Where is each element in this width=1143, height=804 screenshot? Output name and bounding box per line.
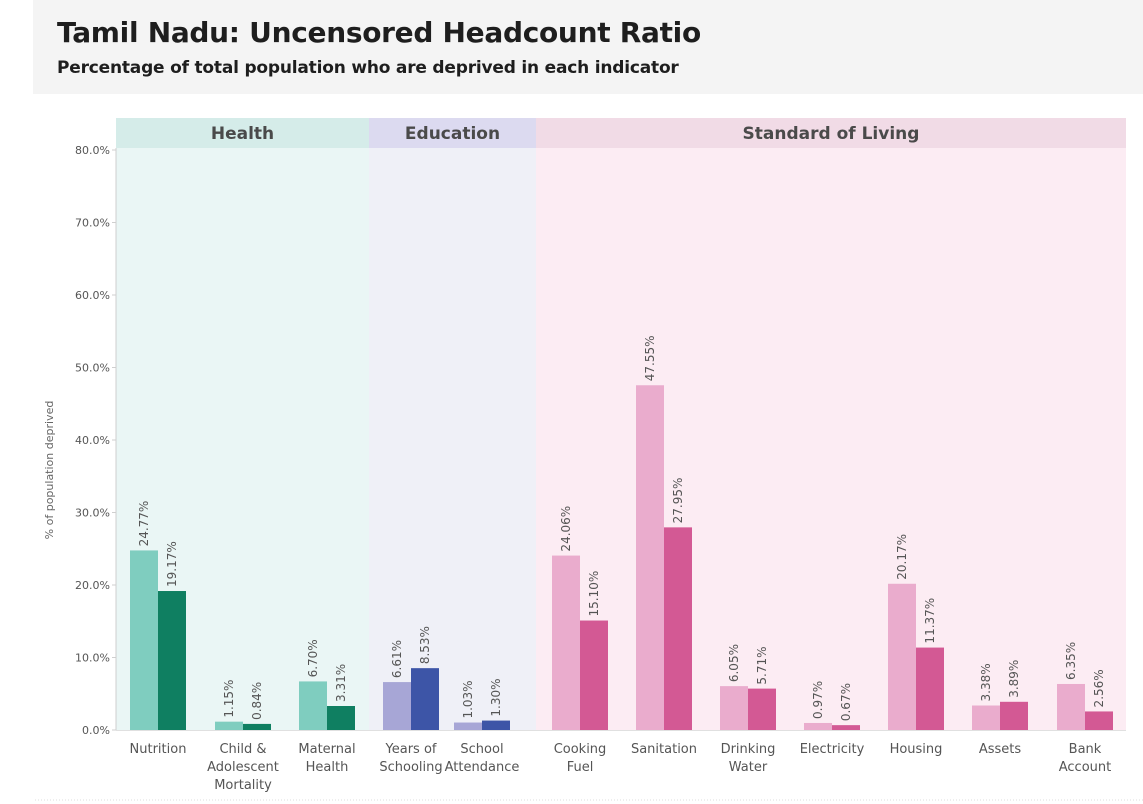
- y-tick-label: 0.0%: [82, 724, 110, 737]
- bar-light: [972, 705, 1000, 730]
- bar-light: [383, 682, 411, 730]
- x-tick-label: Bank: [1069, 742, 1102, 757]
- x-tick-label: Health: [306, 760, 349, 775]
- bar-dark: [243, 723, 271, 730]
- chart-subtitle: Percentage of total population who are d…: [57, 58, 679, 78]
- data-label: 20.17%: [895, 534, 909, 580]
- y-tick-label: 70.0%: [75, 217, 110, 230]
- bar-dark: [1085, 711, 1113, 730]
- bar-dark: [482, 720, 510, 730]
- x-tick-label: Attendance: [445, 760, 520, 775]
- x-tick-label: Water: [729, 760, 768, 775]
- data-label: 3.38%: [979, 663, 993, 701]
- data-label: 24.77%: [137, 501, 151, 547]
- bar-dark: [158, 591, 186, 730]
- bar-dark: [1000, 701, 1028, 730]
- data-label: 6.35%: [1064, 642, 1078, 680]
- chart-title: Tamil Nadu: Uncensored Headcount Ratio: [57, 16, 701, 49]
- title-panel: Tamil Nadu: Uncensored Headcount Ratio P…: [33, 0, 1143, 94]
- x-tick-label: Account: [1059, 760, 1112, 775]
- section-header-2: [536, 118, 1126, 148]
- data-label: 6.70%: [306, 639, 320, 677]
- x-tick-label: Assets: [979, 742, 1022, 757]
- section-label: Health: [211, 124, 274, 144]
- section-backgrounds: Health Education Standard of Living: [116, 118, 1126, 730]
- data-label: 0.84%: [250, 682, 264, 720]
- x-tick-label: Fuel: [567, 760, 594, 775]
- data-label: 27.95%: [671, 478, 685, 524]
- x-tick-label: Mortality: [214, 778, 272, 793]
- x-tick-label: Years of: [385, 742, 437, 757]
- x-tick-label: Housing: [890, 742, 943, 757]
- x-axis-labels: Nutrition Child & Adolescent Mortality Mater…: [130, 742, 1112, 793]
- bar-light: [804, 722, 832, 730]
- data-label: 6.05%: [727, 644, 741, 682]
- y-tick-label: 60.0%: [75, 289, 110, 302]
- x-tick-label: Schooling: [379, 760, 442, 775]
- x-tick-label: Drinking: [721, 742, 776, 757]
- y-axis: 0.0% 10.0% 20.0% 30.0% 40.0% 50.0% 60.0% 70.0% 8…: [43, 144, 1126, 737]
- data-label: 15.10%: [587, 571, 601, 617]
- bar-light: [454, 722, 482, 730]
- data-label: 1.15%: [222, 680, 236, 718]
- bars: [130, 385, 1113, 730]
- bar-dark: [411, 668, 439, 730]
- bar-dark: [327, 706, 355, 730]
- x-tick-label: Maternal: [298, 742, 355, 757]
- bar-light: [299, 681, 327, 730]
- data-label: 24.06%: [559, 506, 573, 552]
- data-label: 19.17%: [165, 541, 179, 587]
- section-label: Education: [405, 124, 500, 144]
- bar-light: [215, 721, 243, 730]
- bar-light: [1057, 683, 1085, 730]
- x-tick-label: School: [460, 742, 503, 757]
- x-tick-label: Sanitation: [631, 742, 697, 757]
- y-tick-label: 10.0%: [75, 652, 110, 665]
- section-bg-1: [369, 148, 536, 730]
- bar-dark: [748, 688, 776, 730]
- x-tick-label: Nutrition: [130, 742, 187, 757]
- bar-dark: [664, 527, 692, 730]
- x-tick-label: Electricity: [800, 742, 865, 757]
- section-header-1: [369, 118, 536, 148]
- y-tick-label: 50.0%: [75, 362, 110, 375]
- bar-light: [552, 555, 580, 730]
- data-label: 1.03%: [461, 680, 475, 718]
- data-label: 2.56%: [1092, 669, 1106, 707]
- data-labels: 24.77% 19.17% 1.15% 0.84% 6.70% 3.31% 6.61% 8.5…: [137, 335, 1106, 721]
- bar-dark: [916, 647, 944, 730]
- data-label: 3.31%: [334, 664, 348, 702]
- data-label: 6.61%: [390, 640, 404, 678]
- bar-light: [636, 385, 664, 730]
- y-tick-label: 30.0%: [75, 507, 110, 520]
- data-label: 47.55%: [643, 335, 657, 381]
- y-tick-label: 20.0%: [75, 579, 110, 592]
- section-bg-2: [536, 148, 1126, 730]
- x-tick-label: Adolescent: [207, 760, 279, 775]
- bar-dark: [580, 620, 608, 730]
- data-label: 1.30%: [489, 678, 503, 716]
- bar-light: [130, 550, 158, 730]
- data-label: 11.37%: [923, 598, 937, 644]
- bar-light: [720, 686, 748, 730]
- data-label: 8.53%: [418, 626, 432, 664]
- bar-light: [888, 583, 916, 730]
- data-label: 3.89%: [1007, 660, 1021, 698]
- y-axis-title: % of population deprived: [43, 401, 56, 540]
- y-tick-label: 40.0%: [75, 434, 110, 447]
- data-label: 0.97%: [811, 681, 825, 719]
- section-header-0: [116, 118, 369, 148]
- y-tick-label: 80.0%: [75, 144, 110, 157]
- data-label: 0.67%: [839, 683, 853, 721]
- x-tick-label: Cooking: [554, 742, 607, 757]
- data-label: 5.71%: [755, 646, 769, 684]
- x-tick-label: Child &: [219, 742, 266, 757]
- section-label: Standard of Living: [743, 124, 920, 144]
- bar-dark: [832, 725, 860, 730]
